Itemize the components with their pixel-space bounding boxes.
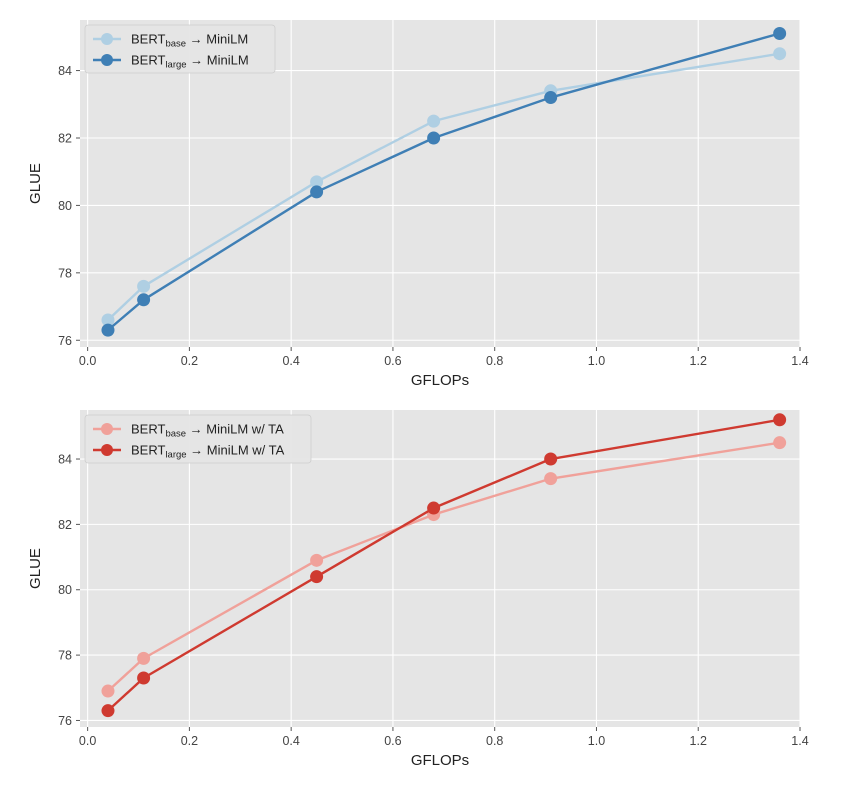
y-tick-label: 78: [58, 266, 72, 280]
legend-box: [84, 414, 312, 464]
data-point: [427, 114, 441, 128]
data-point: [427, 131, 441, 145]
series-base: [101, 436, 787, 698]
data-point: [137, 293, 151, 307]
data-point: [101, 684, 115, 698]
data-point: [310, 175, 324, 189]
data-point: [101, 704, 115, 718]
x-tick-label: 0.0: [79, 354, 96, 368]
data-point: [773, 47, 787, 61]
y-axis-label: GLUE: [27, 163, 44, 204]
x-tick-label: 0.8: [486, 354, 503, 368]
x-tick-label: 0.6: [384, 354, 401, 368]
series-large: [101, 413, 787, 718]
x-tick-label: 1.0: [588, 734, 605, 748]
x-tick-label: 0.0: [79, 734, 96, 748]
legend-entry: BERTbase → MiniLM w/ TA: [131, 422, 284, 440]
data-point: [544, 91, 558, 105]
x-tick-label: 1.0: [588, 354, 605, 368]
chart-panel-1: 0.0 0.2 0.4 0.6 0.8 1.0 1.2 1.4 76 78 80 82 84 GFLOPs…: [27, 20, 809, 389]
y-axis-label: GLUE: [27, 548, 44, 589]
data-point: [544, 472, 558, 486]
legend: BERTbase → MiniLM w/ TA BERTlarge → MiniL…: [84, 414, 312, 464]
data-point: [773, 26, 787, 40]
x-tick-label: 0.4: [282, 354, 299, 368]
y-tick-label: 76: [58, 714, 72, 728]
plot-background: [80, 20, 800, 347]
chart-panel-2: 0.0 0.2 0.4 0.6 0.8 1.0 1.2 1.4 76 78 80 82 84 GFLOPs…: [27, 410, 809, 769]
x-axis-label: GFLOPs: [411, 752, 469, 769]
y-tick-label: 82: [58, 131, 72, 145]
legend-entry: BERTlarge → MiniLM w/ TA: [131, 443, 285, 461]
data-point: [137, 671, 151, 685]
x-tick-label: 0.6: [384, 734, 401, 748]
legend-marker: [101, 444, 113, 456]
data-point: [101, 323, 115, 337]
data-point: [310, 553, 324, 567]
x-tick-label: 0.8: [486, 734, 503, 748]
y-tick-label: 76: [58, 334, 72, 348]
series-large: [101, 26, 787, 337]
series-line: [107, 441, 780, 692]
y-tick-label: 78: [58, 649, 72, 663]
legend-box: [84, 24, 276, 74]
y-tick-label: 80: [58, 583, 72, 597]
data-point: [773, 413, 787, 427]
data-point: [544, 452, 558, 466]
data-point: [310, 570, 324, 584]
legend-marker: [101, 33, 113, 45]
x-tick-label: 1.2: [690, 354, 707, 368]
x-tick-label: 1.4: [791, 354, 808, 368]
x-tick-label: 1.2: [690, 734, 707, 748]
x-tick-label: 1.4: [791, 734, 808, 748]
series-line: [107, 32, 780, 332]
data-point: [773, 436, 787, 450]
y-tick-label: 80: [58, 199, 72, 213]
x-tick-label: 0.4: [282, 734, 299, 748]
legend-marker: [101, 54, 113, 66]
data-point: [310, 185, 324, 199]
x-tick-label: 0.2: [181, 734, 198, 748]
legend: BERTbase → MiniLM BERTlarge → MiniLM: [84, 24, 276, 74]
y-tick-label: 84: [58, 453, 72, 467]
y-tick-label: 82: [58, 518, 72, 532]
data-point: [137, 279, 151, 293]
y-tick-label: 84: [58, 64, 72, 78]
x-tick-label: 0.2: [181, 354, 198, 368]
series-line: [107, 52, 780, 321]
x-axis-label: GFLOPs: [411, 372, 469, 389]
legend-marker: [101, 423, 113, 435]
legend-entry: BERTlarge → MiniLM: [131, 53, 249, 71]
data-point: [427, 501, 441, 515]
legend-entry: BERTbase → MiniLM: [131, 32, 248, 50]
data-point: [137, 651, 151, 665]
data-point: [101, 313, 115, 327]
series-line: [107, 418, 780, 712]
